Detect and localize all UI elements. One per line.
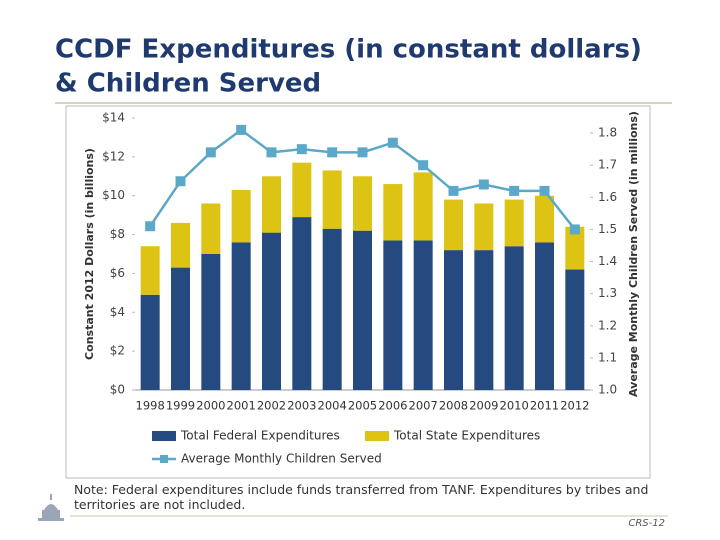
y2-tick-label: 1.2 <box>598 318 617 332</box>
marker <box>357 147 368 158</box>
bar <box>231 189 251 243</box>
x-tick-label: 2002 <box>257 399 286 413</box>
bar <box>444 250 463 390</box>
bar <box>262 176 281 233</box>
bar <box>353 230 372 390</box>
x-tick-label: 2006 <box>378 399 407 413</box>
bar <box>353 176 372 231</box>
y-tick-label: $0 <box>110 383 125 397</box>
y2-tick-label: 1.8 <box>598 126 617 140</box>
x-tick-label: 1999 <box>166 399 195 413</box>
marker <box>539 185 550 196</box>
x-tick-label: 2004 <box>318 399 347 413</box>
y2-tick-label: 1.5 <box>598 222 617 236</box>
bar <box>322 170 342 229</box>
bar <box>171 222 190 268</box>
marker <box>296 144 307 155</box>
x-tick-label: 2001 <box>227 399 256 413</box>
bar <box>322 228 342 390</box>
y2-tick-label: 1.6 <box>598 190 617 204</box>
marker <box>175 176 186 187</box>
bar <box>231 242 251 390</box>
bar <box>444 199 463 251</box>
y2-tick-label: 1.0 <box>598 383 617 397</box>
marker <box>448 185 459 196</box>
legend-label: Average Monthly Children Served <box>181 452 382 466</box>
legend-swatch <box>152 431 176 441</box>
bar <box>413 240 433 390</box>
bar <box>504 199 524 247</box>
bar <box>292 217 312 390</box>
marker <box>418 160 429 171</box>
title-line: & Children Served <box>55 69 321 99</box>
x-tick-label: 2009 <box>469 399 498 413</box>
marker <box>236 124 247 135</box>
bar <box>292 162 312 218</box>
marker <box>327 147 338 158</box>
x-tick-label: 2010 <box>500 399 529 413</box>
x-tick-label: 2000 <box>196 399 225 413</box>
y-tick-label: $2 <box>110 344 125 358</box>
y2-tick-label: 1.7 <box>598 158 617 172</box>
marker <box>478 179 489 190</box>
y-tick-label: $4 <box>110 305 125 319</box>
y2-axis-title: Average Monthly Children Served (in mill… <box>627 111 640 397</box>
footer: CRS-12 <box>628 518 665 529</box>
legend-label: Total State Expenditures <box>393 429 540 443</box>
bar <box>565 226 585 270</box>
x-tick-label: 2007 <box>409 399 438 413</box>
bar <box>383 184 403 241</box>
bar <box>565 269 585 390</box>
y-tick-label: $8 <box>110 227 125 241</box>
legend-label: Total Federal Expenditures <box>180 429 340 443</box>
y-tick-label: $14 <box>102 111 125 125</box>
x-tick-label: 2011 <box>530 399 559 413</box>
bar <box>140 294 160 390</box>
y-tick-label: $12 <box>102 149 125 163</box>
x-tick-label: 2003 <box>287 399 316 413</box>
bar <box>413 172 433 241</box>
y2-tick-label: 1.3 <box>598 286 617 300</box>
marker <box>509 185 520 196</box>
x-tick-label: 2005 <box>348 399 377 413</box>
y2-tick-label: 1.1 <box>598 350 617 364</box>
legend-swatch <box>365 431 389 441</box>
note: Note: Federal expenditures include funds… <box>74 482 649 512</box>
x-tick-label: 2012 <box>560 399 589 413</box>
marker <box>205 147 216 158</box>
bar <box>140 246 160 295</box>
marker <box>266 147 277 158</box>
marker <box>145 221 156 232</box>
x-tick-label: 1998 <box>136 399 165 413</box>
y-tick-label: $6 <box>110 266 125 280</box>
bar <box>383 240 403 390</box>
y-tick-label: $10 <box>102 188 125 202</box>
bar <box>262 232 281 390</box>
marker <box>569 224 580 235</box>
bar <box>171 267 190 390</box>
y2-tick-label: 1.4 <box>598 254 617 268</box>
bar <box>474 203 494 251</box>
capitol-icon <box>38 494 64 521</box>
bar <box>201 254 221 390</box>
bar <box>474 250 494 390</box>
bar <box>201 203 221 254</box>
bar <box>504 246 524 390</box>
marker <box>387 137 398 148</box>
x-tick-label: 2008 <box>439 399 468 413</box>
bar <box>535 242 554 390</box>
title-line: CCDF Expenditures (in constant dollars) <box>55 35 642 65</box>
legend-swatch <box>160 455 168 463</box>
bar <box>535 195 554 243</box>
y-axis-title: Constant 2012 Dollars (in billions) <box>83 148 96 360</box>
